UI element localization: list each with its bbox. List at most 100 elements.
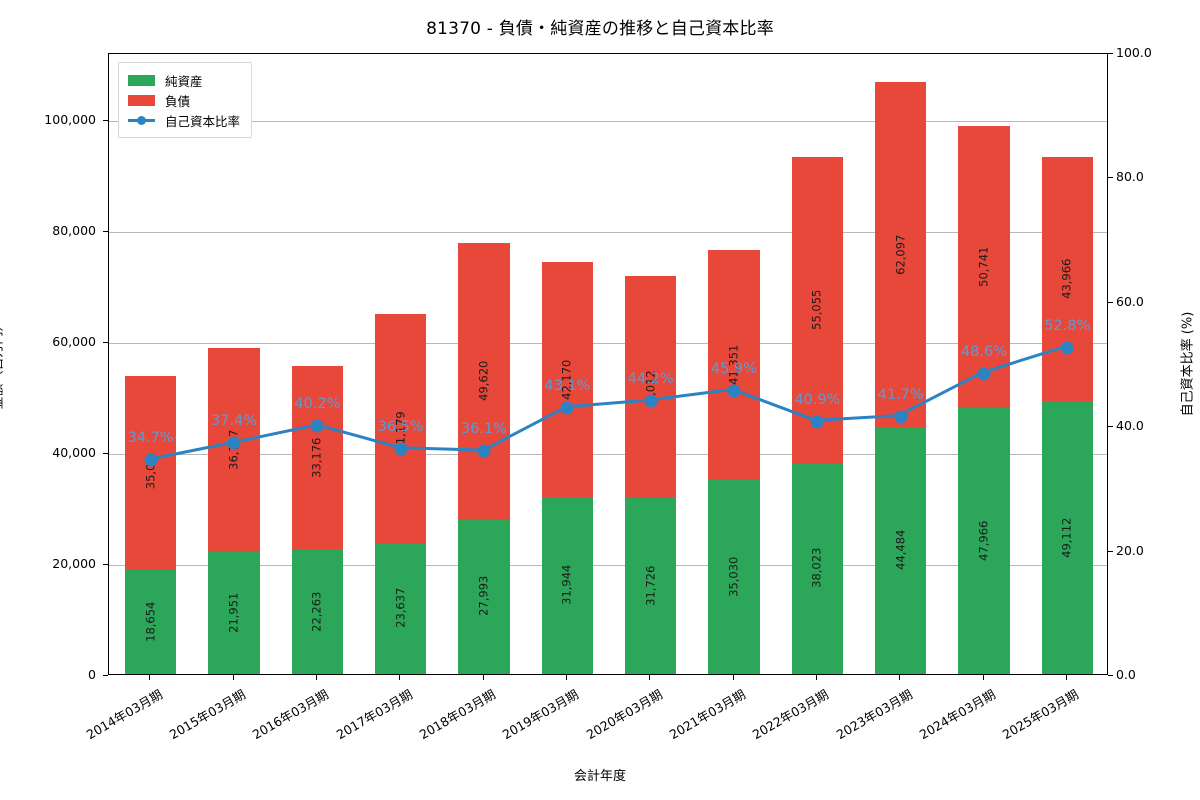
x-tick-mark [732,675,734,680]
bar-segment-debt[interactable]: 1,179 [374,314,427,543]
page-title: 81370 - 負債・純資産の推移と自己資本比率 [426,19,774,39]
bar-segment-debt[interactable]: 43,966 [1041,157,1094,402]
x-tick-label: 2014年03月期 [83,686,165,743]
legend-item[interactable]: 自己資本比率 [128,110,240,130]
bar-group[interactable]: 35,030 41,351 [708,249,760,674]
bar-group[interactable]: 18,654 35,04 [124,375,177,674]
bar-segment-equity[interactable]: 44,484 [874,426,927,674]
x-tick-mark [315,675,317,680]
x-tick-label: 2018年03月期 [416,686,498,743]
bar-segment-debt[interactable]: 50,741 [958,125,1010,408]
bar-group[interactable]: 31,726 0,012 [624,275,677,674]
ratio-marker[interactable] [977,367,991,381]
y-tick-label-left: 80,000 [52,222,96,238]
ratio-value-label: 40.9% [794,391,841,408]
bar-group[interactable]: 21,95136,757 [208,347,260,674]
bar-group[interactable]: 31,944 42,170 [541,262,594,674]
ratio-marker[interactable] [560,401,574,415]
bar-segment-equity[interactable]: 31,726 [624,497,677,674]
bar-group[interactable]: 38,023 55,055 [791,157,844,674]
ratio-marker[interactable] [227,436,241,450]
ratio-marker[interactable] [810,415,824,429]
legend-label: 自己資本比率 [165,113,241,129]
x-tick-mark [815,675,817,680]
y-tick-mark-left [103,563,108,565]
bar-segment-equity[interactable]: 22,263 [291,550,344,674]
data-labels-layer: 34.7% 37.4% 40.2% 36.5% 36.1% 43.1% 44.2% 45.9%… [109,54,1107,674]
legend-item[interactable]: 純資産 [128,70,240,90]
ratio-line [150,345,1066,461]
y-tick-label-left: 20,000 [52,555,96,571]
y-tick-mark-right [1108,301,1113,303]
gridline [109,120,1107,122]
bar-segment-debt[interactable]: 36,757 [208,347,260,553]
ratio-marker[interactable] [644,394,658,408]
y-tick-label-left: 0 [88,666,96,682]
legend-item[interactable]: 負債 [128,90,240,110]
gridline [109,231,1107,233]
ratio-marker[interactable] [310,419,324,433]
bar-segment-debt[interactable]: 33,176 [291,366,344,551]
ratio-marker[interactable] [894,410,908,424]
legend: 純資産 負債自己資本比率 [118,62,253,138]
bar-group[interactable]: 22,263 33,176 [291,366,344,674]
bar-segment-equity[interactable]: 35,030 [708,479,760,674]
ratio-marker[interactable] [477,444,491,458]
legend-swatch-icon [128,94,155,106]
y-tick-mark-left [103,119,108,121]
bar-segment-debt[interactable]: 55,055 [791,157,844,463]
ratio-marker[interactable] [727,384,741,397]
legend-line-icon [128,115,155,126]
bar-segment-equity[interactable]: 47,966 [958,407,1010,674]
ratio-value-label: 48.6% [960,343,1008,360]
bar-group[interactable]: 49,112 43,966 [1041,157,1094,674]
bar-segment-equity[interactable]: 23,637 [374,542,427,674]
y-axis-label-left: 金額（百万円） [0,318,6,410]
y-tick-label-right: 100.0 [1116,44,1152,60]
ratio-value-label: 34.7% [127,429,174,446]
legend-label: 純資産 [165,73,203,89]
bar-group[interactable]: 23,637 1,179 [374,314,427,674]
x-tick-label: 2022年03月期 [750,686,832,743]
bar-group[interactable]: 47,966 50,741 [958,125,1010,674]
y-tick-label-left: 40,000 [52,444,96,460]
ratio-marker[interactable] [394,442,408,456]
x-tick-label: 2019年03月期 [500,686,582,743]
legend-swatch-icon [128,74,155,86]
bar-segment-debt[interactable]: 0,012 [624,275,677,498]
x-tick-label: 2015年03月期 [166,686,248,743]
bar-segment-debt[interactable]: 42,170 [541,262,594,497]
y-tick-mark-left [103,675,108,676]
x-tick-mark [982,675,984,680]
bar-group[interactable]: 44,484 62,097 [874,82,927,674]
y-tick-mark-right [1108,426,1113,428]
x-tick-mark [565,675,567,680]
bar-segment-equity[interactable]: 27,993 [458,518,510,674]
bar-segment-equity[interactable]: 21,951 [208,552,260,674]
bar-segment-debt[interactable]: 35,04 [124,375,177,571]
y-tick-mark-left [103,452,108,454]
bar-segment-debt[interactable]: 41,351 [708,249,760,480]
bar-segment-debt[interactable]: 49,620 [458,242,510,519]
ratio-value-label: 45.9% [710,360,758,377]
x-tick-label: 2020年03月期 [583,686,665,743]
bar-segment-debt[interactable]: 62,097 [874,82,927,427]
y-tick-mark-left [103,341,108,343]
ratio-marker[interactable] [144,453,158,467]
bar-segment-equity[interactable]: 49,112 [1041,401,1094,674]
ratio-line-layer [150,345,1066,461]
x-tick-mark [482,675,484,680]
y-tick-label-right: 40.0 [1116,417,1144,433]
bar-group[interactable]: 27,993 49,620 [458,242,510,674]
ratio-marker[interactable] [1060,341,1074,355]
bar-segment-equity[interactable]: 31,944 [541,496,594,674]
bar-segment-equity[interactable]: 38,023 [791,462,844,674]
gridline [109,453,1107,455]
y-tick-mark-right [1108,53,1113,54]
x-tick-label: 2023年03月期 [833,686,915,743]
bar-segment-equity[interactable]: 18,654 [124,570,177,674]
y-tick-mark-left [103,230,108,232]
y-tick-mark-right [1108,177,1113,179]
